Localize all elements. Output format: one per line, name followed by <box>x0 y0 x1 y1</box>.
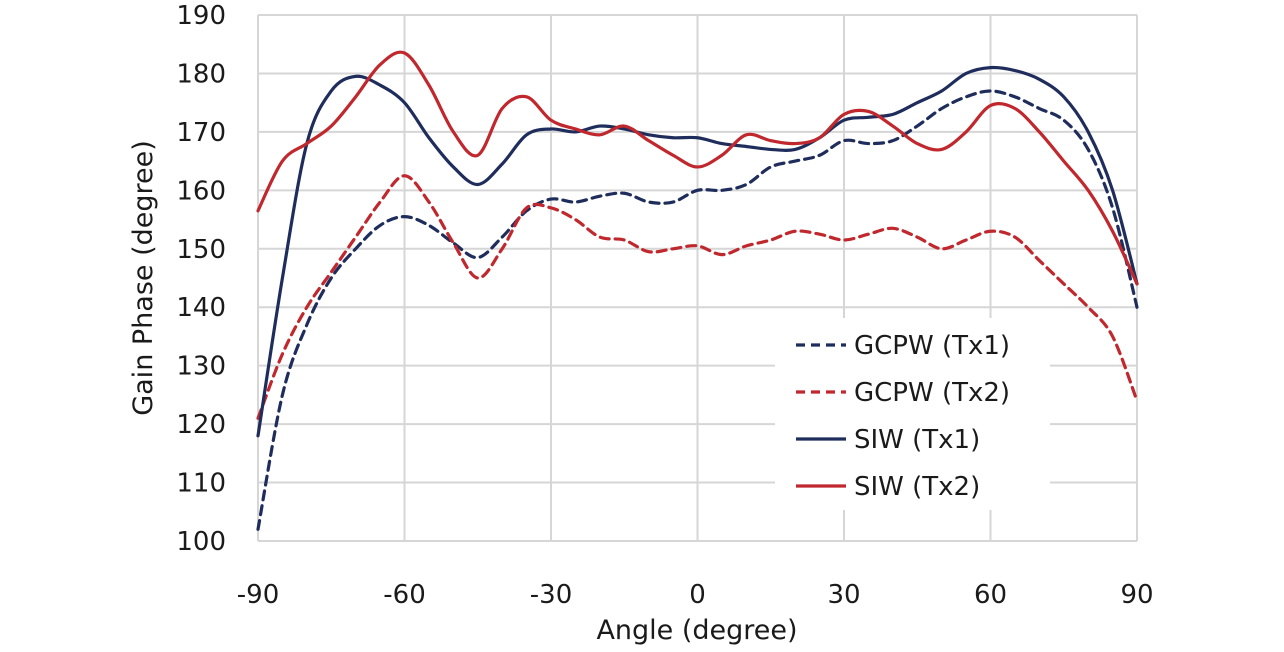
y-tick-labels: 100 110 120 130 140 150 160 170 180 190 <box>176 1 226 557</box>
y-tick-label: 150 <box>176 235 226 265</box>
x-tick-label: 0 <box>689 580 706 610</box>
legend-item-siw-tx1: SIW (Tx1) <box>796 425 980 455</box>
x-tick-label: 60 <box>974 580 1007 610</box>
x-tick-label: -90 <box>237 580 279 610</box>
x-tick-label: -30 <box>530 580 572 610</box>
y-tick-label: 160 <box>176 176 226 206</box>
y-tick-label: 170 <box>176 118 226 148</box>
y-tick-label: 120 <box>176 410 226 440</box>
y-axis-title: Gain Phase (degree) <box>128 140 159 416</box>
legend-item-gcpw-tx2: GCPW (Tx2) <box>796 378 1010 408</box>
legend-label-siw-tx2: SIW (Tx2) <box>854 472 980 502</box>
y-tick-label: 190 <box>176 1 226 31</box>
legend: GCPW (Tx1) GCPW (Tx2) SIW (Tx1) SIW (Tx2… <box>775 318 1050 510</box>
legend-label-siw-tx1: SIW (Tx1) <box>854 425 980 455</box>
x-tick-labels: -90 -60 -30 0 30 60 90 <box>237 580 1154 610</box>
x-tick-label: 90 <box>1120 580 1153 610</box>
legend-label-gcpw-tx1: GCPW (Tx1) <box>854 331 1010 361</box>
y-tick-label: 140 <box>176 293 226 323</box>
series-line-siw-tx1 <box>256 65 1139 438</box>
series-lines <box>256 50 1139 531</box>
y-tick-label: 110 <box>176 469 226 499</box>
series-line-gcpw-tx1 <box>256 89 1139 531</box>
x-tick-label: -60 <box>383 580 425 610</box>
y-tick-label: 100 <box>176 527 226 557</box>
series-line-siw-tx2 <box>256 50 1139 286</box>
series-line-gcpw-tx2 <box>256 174 1139 420</box>
legend-item-siw-tx2: SIW (Tx2) <box>796 472 980 502</box>
x-axis-title: Angle (degree) <box>596 615 797 646</box>
x-tick-label: 30 <box>827 580 860 610</box>
legend-item-gcpw-tx1: GCPW (Tx1) <box>796 331 1010 361</box>
y-tick-label: 180 <box>176 59 226 89</box>
y-tick-label: 130 <box>176 352 226 382</box>
legend-label-gcpw-tx2: GCPW (Tx2) <box>854 378 1010 408</box>
legend-background <box>775 318 1050 510</box>
